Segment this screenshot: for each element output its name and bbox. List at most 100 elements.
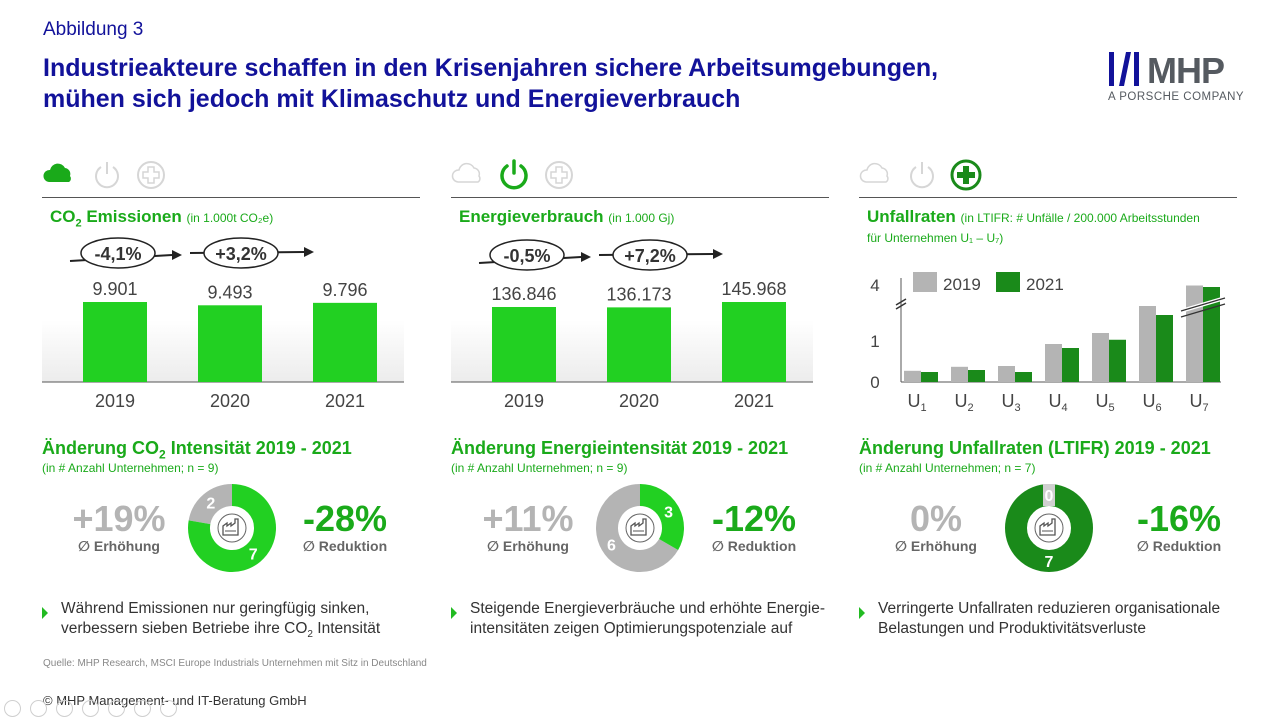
data-label: 136.173	[606, 284, 671, 304]
factory-icon	[1039, 518, 1056, 536]
nav-more-icon[interactable]	[160, 700, 177, 717]
bar-2019	[1092, 333, 1109, 382]
power-icon	[910, 162, 934, 189]
x-tick-label: U1	[907, 391, 926, 414]
legend-swatch-2019	[913, 272, 937, 292]
nav-slides-icon[interactable]	[82, 700, 99, 717]
decrease-label: ∅ Reduktion	[1136, 538, 1222, 554]
divider	[451, 197, 829, 198]
cloud-icon	[451, 162, 481, 183]
legend-label: 2019	[943, 275, 981, 294]
panel-icons	[859, 158, 1239, 192]
bullet-arrow-icon	[859, 607, 865, 619]
bar-break	[1180, 303, 1226, 318]
panel-icons	[451, 158, 831, 192]
x-tick-label: 2019	[95, 391, 135, 411]
y-tick-label: 4	[870, 276, 879, 295]
bar-2021	[1015, 372, 1032, 382]
nav-forward-icon[interactable]	[30, 700, 47, 717]
x-tick-label: U7	[1189, 391, 1208, 414]
bar-2021	[968, 370, 985, 382]
decrease-label: ∅ Reduktion	[302, 538, 388, 554]
bar-2021	[1109, 339, 1126, 382]
bullet-arrow-icon	[451, 607, 457, 619]
nav-zoom-icon[interactable]	[108, 700, 125, 717]
legend-swatch-2021	[996, 272, 1020, 292]
chart-unit: (in 1.000t CO₂e)	[186, 211, 274, 225]
decrease-label: ∅ Reduktion	[711, 538, 797, 554]
donut-slice-increase	[596, 484, 679, 572]
divider	[42, 197, 420, 198]
figure-label: Abbildung 3	[43, 19, 144, 40]
donut-count-decrease: 7	[1045, 554, 1054, 571]
decrease-value: -16%	[1136, 498, 1222, 539]
change-badge	[612, 239, 688, 271]
source-note: Quelle: MHP Research, MSCI Europe Indust…	[43, 658, 427, 669]
x-tick-label: U5	[1095, 391, 1114, 414]
x-tick-label: U2	[954, 391, 973, 414]
bar-2019	[904, 370, 921, 382]
x-tick-label: 2021	[325, 391, 365, 411]
accident-donut-chart: 07	[1005, 484, 1093, 572]
change-badge	[80, 237, 156, 269]
decrease-value: -12%	[711, 498, 797, 539]
bar	[198, 305, 262, 382]
increase-value: 0%	[909, 498, 963, 539]
panel-icons	[42, 158, 422, 192]
donut-count-decrease: 3	[664, 505, 673, 522]
bar-2019	[1045, 344, 1062, 382]
chart-unit: (in 1.000 Gj)	[608, 211, 675, 225]
x-tick-label: U3	[1001, 391, 1020, 414]
bar-2021	[1156, 315, 1173, 382]
change-subtitle: (in # Anzahl Unternehmen; n = 9)	[451, 461, 628, 475]
arrow-head	[304, 247, 314, 257]
x-tick-label: 2020	[619, 391, 659, 411]
slide-nav-bar[interactable]	[4, 700, 184, 718]
increase-value: +11%	[482, 498, 574, 539]
bar	[492, 306, 556, 382]
data-label: 9.493	[207, 282, 252, 302]
cloud-icon	[43, 163, 71, 182]
bar-2021	[1203, 287, 1220, 382]
nav-back-icon[interactable]	[4, 700, 21, 717]
axis-break	[895, 298, 907, 306]
donut-zero-marker	[1043, 484, 1055, 506]
plus-circle-icon	[950, 159, 982, 191]
chart-title: CO2 Emissionen (in 1.000t CO₂e)	[50, 207, 274, 230]
bar-2019	[1186, 285, 1203, 382]
logo-subtitle: A PORSCHE COMPANY	[1108, 91, 1245, 103]
nav-view-icon[interactable]	[134, 700, 151, 717]
factory-icon-bg	[1034, 513, 1064, 543]
chart-unit: (in LTIFR: # Unfälle / 200.000 Arbeitsst…	[960, 211, 1200, 225]
cloud-icon	[859, 162, 889, 183]
title-line-2: mühen sich jedoch mit Klimaschutz und En…	[43, 85, 741, 113]
y-tick-label: 1	[870, 332, 879, 351]
data-label: 9.796	[322, 280, 367, 300]
change-label: -4,1%	[94, 244, 141, 264]
y-tick-label: 0	[870, 373, 879, 392]
change-title: Änderung Energieintensität 2019 - 2021	[451, 438, 789, 458]
panel-energy: Energieverbrauch (in 1.000 Gj) 136.846 20…	[451, 150, 841, 650]
change-badge	[489, 239, 565, 271]
bar	[607, 307, 671, 382]
bullet-arrow-icon	[42, 607, 48, 619]
axis-break	[895, 302, 907, 310]
page-title: Industrieakteure schaffen in den Krisenj…	[43, 53, 1003, 115]
factory-icon	[222, 518, 239, 536]
x-tick-label: U6	[1142, 391, 1161, 414]
bar-break	[1180, 297, 1226, 312]
plus-circle-icon	[137, 161, 165, 189]
factory-icon-bg	[625, 513, 655, 543]
data-label: 136.846	[491, 284, 556, 304]
donut-count-increase: 0	[1045, 488, 1054, 505]
change-title: Änderung CO2 Intensität 2019 - 2021	[42, 438, 352, 462]
bar-2021	[921, 372, 938, 382]
factory-icon-bg	[217, 513, 247, 543]
donut-slice-decrease	[188, 484, 276, 572]
nav-pen-icon[interactable]	[56, 700, 73, 717]
donut-slice-increase	[188, 484, 233, 525]
arrow-head	[713, 249, 723, 259]
change-badge	[203, 237, 279, 269]
bar-2019	[951, 366, 968, 382]
title-line-1: Industrieakteure schaffen in den Krisenj…	[43, 54, 939, 82]
